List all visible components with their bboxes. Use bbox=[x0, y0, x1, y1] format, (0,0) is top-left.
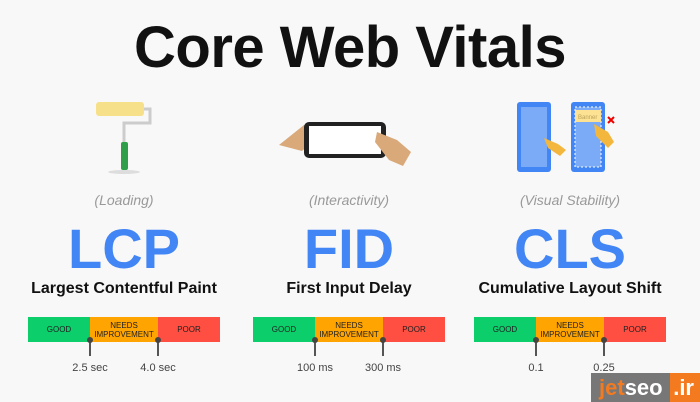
paint-roller-icon bbox=[24, 90, 224, 180]
watermark-part2: seo bbox=[624, 375, 663, 400]
metric-category: (Visual Stability) bbox=[519, 192, 621, 208]
watermark-logo: jet seo .ir bbox=[591, 373, 700, 402]
metric-fid: (Interactivity) FID First Input Delay GO… bbox=[249, 90, 449, 374]
threshold-marker bbox=[601, 337, 607, 356]
threshold-label: 0.1 bbox=[528, 362, 544, 374]
banner-label: Banner bbox=[578, 115, 597, 121]
needs-improvement-segment: NEEDS IMPROVEMENT bbox=[90, 317, 158, 342]
threshold-label: 0.25 bbox=[593, 362, 615, 374]
threshold-marker bbox=[312, 337, 318, 356]
threshold-marker bbox=[533, 337, 539, 356]
metric-acronym: CLS bbox=[514, 217, 626, 280]
metric-name: Largest Contentful Paint bbox=[31, 280, 217, 297]
threshold-marker bbox=[155, 337, 161, 356]
metric-acronym: LCP bbox=[68, 217, 180, 280]
metric-category: (Loading) bbox=[94, 192, 154, 208]
threshold-marker bbox=[87, 337, 93, 356]
watermark-part3: .ir bbox=[670, 373, 700, 402]
metric-name: First Input Delay bbox=[286, 280, 412, 297]
poor-segment: POOR bbox=[604, 317, 666, 342]
metric-acronym: FID bbox=[303, 217, 395, 280]
needs-improvement-segment: NEEDS IMPROVEMENT bbox=[536, 317, 604, 342]
threshold-bar: GOOD NEEDS IMPROVEMENT POOR bbox=[28, 317, 220, 342]
metric-cls: Banner (Visual Stability) CLS Cumulative… bbox=[470, 90, 670, 374]
threshold-label: 100 ms bbox=[296, 362, 334, 374]
threshold-label: 2.5 sec bbox=[72, 362, 108, 374]
poor-segment: POOR bbox=[158, 317, 220, 342]
phone-tap-icon bbox=[249, 90, 449, 180]
metric-lcp: (Loading) LCP Largest Contentful Paint G… bbox=[24, 90, 224, 374]
page-title: Core Web Vitals bbox=[134, 15, 566, 80]
threshold-bar: GOOD NEEDS IMPROVEMENT POOR bbox=[253, 317, 445, 342]
good-segment: GOOD bbox=[474, 317, 536, 342]
watermark-part1: jet bbox=[599, 375, 625, 400]
layout-shift-icon: Banner bbox=[470, 90, 670, 180]
threshold-bar: GOOD NEEDS IMPROVEMENT POOR bbox=[474, 317, 666, 342]
needs-improvement-segment: NEEDS IMPROVEMENT bbox=[315, 317, 383, 342]
threshold-marker bbox=[380, 337, 386, 356]
threshold-label: 4.0 sec bbox=[140, 362, 176, 374]
metric-name: Cumulative Layout Shift bbox=[478, 280, 662, 297]
poor-segment: POOR bbox=[383, 317, 445, 342]
metric-category: (Interactivity) bbox=[308, 192, 390, 208]
threshold-label: 300 ms bbox=[364, 362, 402, 374]
good-segment: GOOD bbox=[28, 317, 90, 342]
good-segment: GOOD bbox=[253, 317, 315, 342]
